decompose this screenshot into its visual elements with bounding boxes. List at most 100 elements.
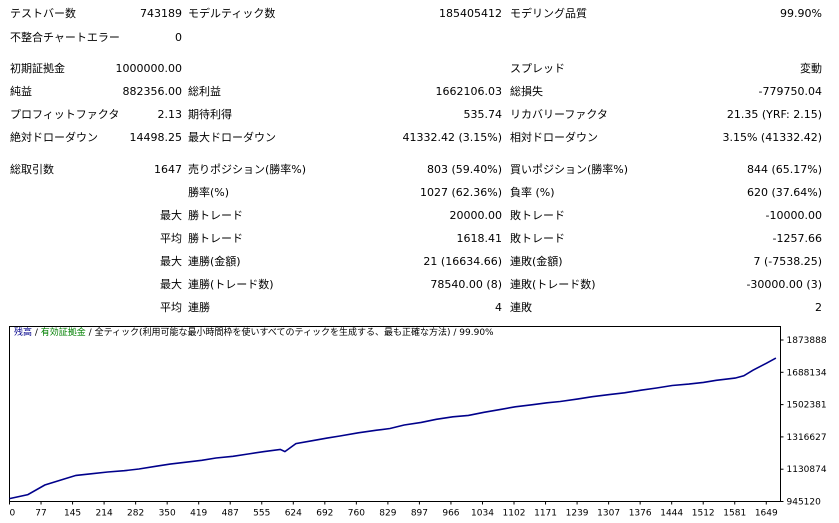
x-tick-label: 214 xyxy=(96,509,113,519)
max-consec-profit-label: 連勝(トレード数) xyxy=(188,278,274,291)
expected-payoff-value: 535.74 xyxy=(463,108,503,121)
net-profit-label: 純益 xyxy=(10,85,32,98)
avg-consec-wins-label: 連勝 xyxy=(188,301,210,314)
average-win-label: 勝トレード xyxy=(188,232,243,245)
x-tick-label: 350 xyxy=(159,509,176,519)
quality-label: モデリング品質 xyxy=(510,7,587,20)
legend-separator-3: / xyxy=(450,328,460,338)
ticks-value: 185405412 xyxy=(439,7,502,20)
legend-separator-2: / xyxy=(85,328,95,338)
x-tick-label: 1581 xyxy=(723,509,746,519)
total-trades-label: 総取引数 xyxy=(10,163,54,176)
absolute-drawdown-value: 14498.25 xyxy=(129,131,183,144)
avg-consec-losses-label: 連敗 xyxy=(510,301,532,314)
short-positions-value: 803 (59.40%) xyxy=(426,163,502,176)
legend-quality: 99.90% xyxy=(459,328,494,338)
x-tick-label: 555 xyxy=(253,509,270,519)
y-tick-label: 1688134 xyxy=(787,368,827,378)
y-tick-label: 1130874 xyxy=(787,465,827,475)
recovery-factor-value: 21.35 (YRF: 2.15) xyxy=(726,108,822,121)
avg-consec-losses-value: 2 xyxy=(815,301,822,314)
profit-factor-label: プロフィットファクタ xyxy=(10,108,120,121)
x-tick-label: 829 xyxy=(379,509,396,519)
relative-drawdown-label: 相対ドローダウン xyxy=(510,131,598,144)
x-tick-label: 419 xyxy=(190,509,207,519)
x-tick-label: 1034 xyxy=(471,509,494,519)
mismatch-value: 0 xyxy=(175,31,182,44)
x-tick-label: 1307 xyxy=(597,509,620,519)
deposit-label: 初期証拠金 xyxy=(10,62,65,75)
max-consec-loss-value: -30000.00 (3) xyxy=(746,278,822,291)
y-tick-label: 1873888 xyxy=(787,336,827,346)
gross-loss-label: 総損失 xyxy=(510,85,543,98)
x-tick-label: 1376 xyxy=(629,509,652,519)
bars-value: 743189 xyxy=(140,7,182,20)
chart-x-axis: 0 77 145 214 282 350 419 487 555 624 692 760 829 897 9… xyxy=(9,501,778,519)
chart-plot-frame xyxy=(9,326,781,502)
legend-equity: 有効証拠金 xyxy=(40,328,86,338)
absolute-drawdown-label: 絶対ドローダウン xyxy=(10,131,98,144)
largest-win-label: 勝トレード xyxy=(188,209,243,222)
x-tick-label: 487 xyxy=(222,509,239,519)
total-trades-value: 1647 xyxy=(154,163,182,176)
largest-prefix: 最大 xyxy=(160,209,182,222)
expected-payoff-label: 期待利得 xyxy=(188,108,232,121)
avg-consec-prefix: 平均 xyxy=(160,301,182,314)
deposit-value: 1000000.00 xyxy=(115,62,182,75)
max-consec-wins-value: 21 (16634.66) xyxy=(423,255,502,268)
largest-loss-label: 敗トレード xyxy=(510,209,565,222)
chart-y-axis: 1873888 1688134 1502381 1316627 1130874 94512… xyxy=(780,336,827,508)
largest-win-value: 20000.00 xyxy=(449,209,503,222)
relative-drawdown-value: 3.15% (41332.42) xyxy=(722,131,822,144)
quality-value: 99.90% xyxy=(780,7,822,20)
ticks-label: モデルティック数 xyxy=(188,7,276,20)
x-tick-label: 1512 xyxy=(692,509,715,519)
average-prefix: 平均 xyxy=(160,232,182,245)
y-tick-label: 945120 xyxy=(787,498,822,508)
gross-profit-label: 総利益 xyxy=(188,85,221,98)
loss-rate-value: 620 (37.64%) xyxy=(746,186,822,199)
chart-series-layer xyxy=(9,357,777,500)
maximal-drawdown-label: 最大ドローダウン xyxy=(188,131,276,144)
chart-legend: 残高 / 有効証拠金 / 全ティック(利用可能な最小時間枠を使いすべてのティック… xyxy=(14,327,494,339)
net-profit-value: 882356.00 xyxy=(122,85,183,98)
long-positions-label: 買いポジション(勝率%) xyxy=(510,163,629,176)
recovery-factor-label: リカバリーファクタ xyxy=(510,108,608,121)
x-tick-label: 145 xyxy=(64,509,81,519)
long-positions-value: 844 (65.17%) xyxy=(746,163,822,176)
max-consec-wins-prefix: 最大 xyxy=(160,255,182,268)
max-consec-profit-prefix: 最大 xyxy=(160,278,182,291)
x-tick-label: 624 xyxy=(285,509,302,519)
max-consec-profit-value: 78540.00 (8) xyxy=(430,278,502,291)
x-tick-label: 1649 xyxy=(755,509,778,519)
largest-loss-value: -10000.00 xyxy=(765,209,822,222)
x-tick-label: 692 xyxy=(316,509,333,519)
x-tick-label: 1102 xyxy=(503,509,526,519)
gross-profit-value: 1662106.03 xyxy=(435,85,502,98)
short-positions-label: 売りポジション(勝率%) xyxy=(188,163,307,176)
average-loss-value: -1257.66 xyxy=(772,232,822,245)
maximal-drawdown-value: 41332.42 (3.15%) xyxy=(402,131,502,144)
legend-balance: 残高 xyxy=(14,328,33,338)
max-consec-loss-label: 連敗(トレード数) xyxy=(510,278,596,291)
balance-series-line xyxy=(9,357,777,500)
mismatch-label: 不整合チャートエラー xyxy=(10,31,120,44)
y-tick-label: 1502381 xyxy=(787,401,827,411)
x-tick-label: 282 xyxy=(127,509,144,519)
y-tick-label: 1316627 xyxy=(787,433,827,443)
bars-label: テストバー数 xyxy=(10,7,76,20)
x-tick-label: 897 xyxy=(411,509,428,519)
max-consec-wins-label: 連勝(金額) xyxy=(188,255,241,268)
max-consec-losses-value: 7 (-7538.25) xyxy=(753,255,822,268)
gross-loss-value: -779750.04 xyxy=(758,85,822,98)
profit-factor-value: 2.13 xyxy=(157,108,183,121)
legend-model: 全ティック(利用可能な最小時間枠を使いすべてのティックを生成する、最も正確な方法… xyxy=(94,328,451,338)
win-rate-label: 勝率(%) xyxy=(188,186,230,199)
x-tick-label: 760 xyxy=(348,509,365,519)
average-loss-label: 敗トレード xyxy=(510,232,565,245)
x-tick-label: 966 xyxy=(442,509,459,519)
x-tick-label: 77 xyxy=(35,509,46,519)
x-tick-label: 1444 xyxy=(660,509,683,519)
max-consec-losses-label: 連敗(金額) xyxy=(510,255,563,268)
x-tick-label: 0 xyxy=(10,509,16,519)
